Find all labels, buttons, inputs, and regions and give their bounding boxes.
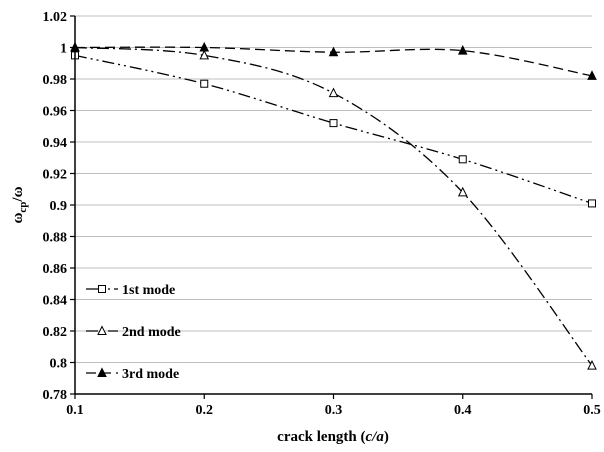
series-1-point-4: [587, 360, 597, 370]
legend-label-0: 1st mode: [122, 283, 175, 298]
y-tick-label-12: 1.02: [43, 10, 68, 25]
legend-marker-1: [97, 325, 107, 335]
series-1-point-2: [328, 87, 339, 98]
y-tick-label-2: 0.82: [43, 325, 68, 340]
x-tick-label-1: 0.2: [196, 403, 214, 418]
series-0-point-4: [588, 199, 596, 208]
series-2-point-2: [328, 46, 339, 57]
legend-label-2: 3rd mode: [122, 367, 179, 382]
y-tick-label-3: 0.84: [43, 294, 68, 309]
series-0-point-1: [200, 79, 209, 88]
y-tick-label-10: 0.98: [43, 73, 68, 88]
y-tick-label-5: 0.88: [43, 231, 68, 246]
series-line-0: [74, 54, 593, 205]
series-2-point-1: [199, 41, 210, 52]
series-1-point-1: [199, 49, 210, 60]
y-axis-title-base: ω: [10, 213, 26, 224]
tick-labels: 0.78 0.8 0.82 0.84 0.86 0.88 0.9 0.92 0.94 0.96 0.…: [43, 10, 601, 418]
x-tick-label-3: 0.4: [454, 403, 472, 418]
x-tick-label-2: 0.3: [325, 403, 343, 418]
y-tick-label-4: 0.86: [43, 262, 68, 277]
y-axis-title-suffix: /ω: [10, 186, 26, 202]
x-tick-label-0: 0.1: [66, 403, 84, 418]
y-tick-label-1: 0.8: [50, 357, 68, 372]
y-tick-label-7: 0.92: [43, 168, 68, 183]
series-0-point-3: [458, 155, 467, 164]
x-axis-title-prefix: crack length (: [277, 429, 365, 445]
y-tick-label-0: 0.78: [43, 388, 68, 403]
y-axis-title-subscript: cp: [17, 202, 29, 213]
y-tick-label-8: 0.94: [43, 136, 68, 151]
axes: [70, 15, 593, 399]
series-0-point-2: [329, 119, 338, 128]
y-tick-label-11: 1: [60, 42, 67, 57]
y-axis-title: ωcp/ω: [10, 186, 29, 223]
y-tick-label-6: 0.9: [50, 199, 68, 214]
y-tick-label-9: 0.96: [43, 105, 68, 120]
legend-label-1: 2nd mode: [122, 325, 181, 340]
series-2-point-4: [587, 70, 597, 80]
legend-marker-0: [98, 285, 106, 293]
series-line-1: [74, 46, 593, 367]
x-axis-title-italic: c/a: [366, 429, 385, 445]
x-axis-title-suffix: ): [384, 429, 389, 445]
x-tick-label-4: 0.5: [583, 403, 601, 418]
gridlines: [75, 15, 592, 395]
series-2-point-3: [457, 45, 468, 55]
legend: 1st mode 2nd mode 3rd mode: [86, 283, 181, 382]
legend-marker-2: [97, 367, 107, 377]
x-axis-title: crack length (c/a): [277, 429, 389, 445]
series-1-point-3: [457, 186, 468, 197]
